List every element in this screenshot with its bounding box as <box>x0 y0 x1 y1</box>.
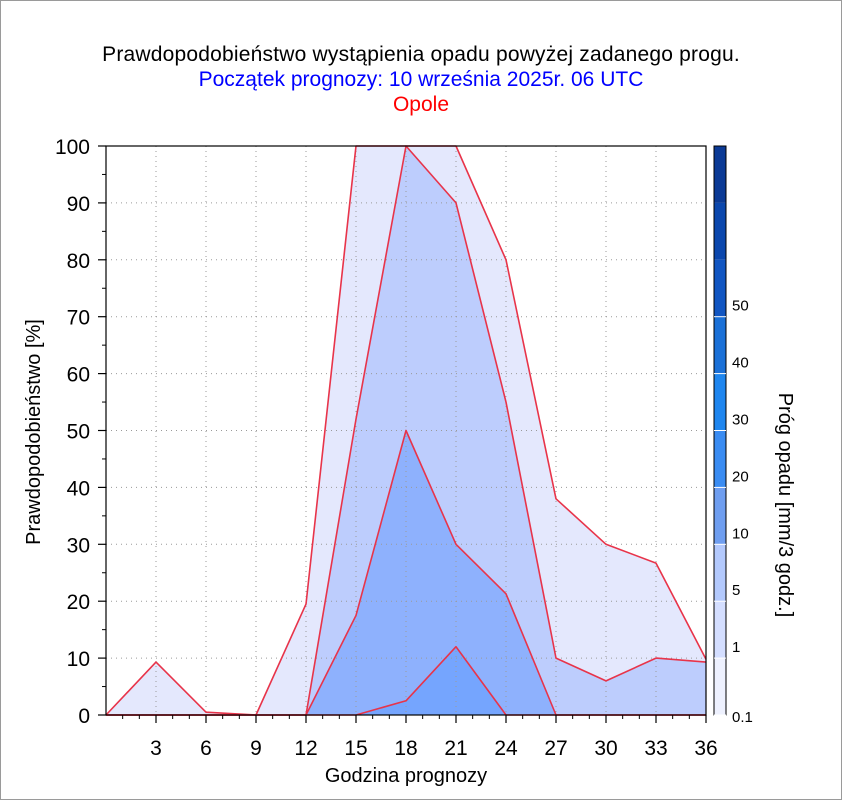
y-tick-label: 20 <box>67 591 90 614</box>
colorbar-segment <box>714 259 726 317</box>
y-tick-label: 10 <box>67 648 90 671</box>
colorbar-segment <box>714 487 726 545</box>
colorbar-segment <box>714 373 726 431</box>
forecast-start-subtitle: Początek prognozy: 10 września 2025r. 06… <box>198 68 644 91</box>
y-tick-label: 70 <box>67 307 90 330</box>
y-tick-label: 100 <box>55 136 90 159</box>
colorbar-segment <box>714 601 726 659</box>
colorbar-tick-label: 1 <box>732 639 740 656</box>
chart-title: Prawdopodobieństwo wystąpienia opadu pow… <box>102 43 740 66</box>
x-tick-label: 33 <box>644 737 667 760</box>
x-tick-label: 18 <box>394 737 417 760</box>
x-tick-label: 27 <box>544 737 567 760</box>
colorbar-tick-label: 20 <box>732 468 749 485</box>
x-tick-label: 30 <box>594 737 617 760</box>
x-tick-label: 15 <box>344 737 367 760</box>
x-tick-label: 9 <box>250 737 262 760</box>
colorbar-tick-label: 10 <box>732 525 749 542</box>
y-tick-label: 80 <box>67 250 90 273</box>
x-tick-label: 21 <box>444 737 467 760</box>
colorbar: 0.1 1 5 10 20 30 40 50 <box>713 145 753 726</box>
y-tick-label: 0 <box>78 705 90 728</box>
colorbar-segment <box>714 316 726 374</box>
colorbar-tick-label: 50 <box>732 298 749 315</box>
x-tick-label: 12 <box>294 737 317 760</box>
colorbar-label: Próg opadu [mm/3 godz.] <box>774 393 796 618</box>
y-tick-label: 60 <box>67 364 90 387</box>
x-tick-label: 24 <box>494 737 518 760</box>
x-tick-label: 36 <box>694 737 717 760</box>
colorbar-segment <box>714 202 726 260</box>
colorbar-segment <box>714 544 726 602</box>
y-tick-label: 50 <box>67 421 90 444</box>
area-threshold-5 <box>106 430 706 715</box>
colorbar-segment <box>714 658 726 715</box>
colorbar-tick-label: 5 <box>732 582 740 599</box>
y-tick-label: 40 <box>67 477 90 500</box>
y-axis-label: Prawdopodobieństwo [%] <box>23 319 45 545</box>
colorbar-tick-label: 0.1 <box>732 709 753 726</box>
location-subtitle: Opole <box>392 93 450 116</box>
x-axis-label: Godzina prognozy <box>325 765 487 787</box>
y-tick-label: 90 <box>67 193 90 216</box>
x-tick-label: 3 <box>150 737 162 760</box>
y-tick-label: 30 <box>67 534 90 557</box>
colorbar-tick-label: 40 <box>732 355 749 372</box>
colorbar-segment <box>714 146 726 203</box>
colorbar-tick-label: 30 <box>732 412 749 429</box>
colorbar-segment <box>714 430 726 488</box>
x-tick-label: 6 <box>200 737 212 760</box>
